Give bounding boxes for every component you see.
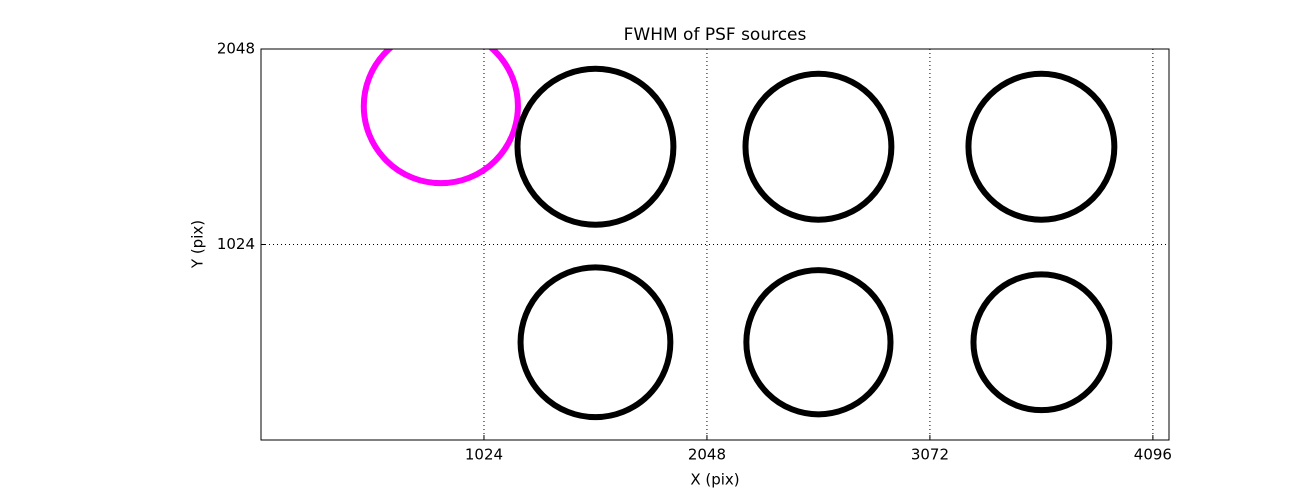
psf-circle — [742, 70, 895, 223]
x-tick-label: 1024 — [465, 446, 503, 464]
y-axis-label: Y (pix) — [189, 220, 207, 269]
y-tick-label: 1024 — [217, 235, 255, 253]
psf-circle — [360, 49, 521, 187]
chart-title: FWHM of PSF sources — [624, 25, 807, 45]
psf-circle — [743, 267, 894, 418]
x-axis-label: X (pix) — [690, 471, 739, 489]
psf-circle — [970, 271, 1113, 414]
x-tick-label: 3072 — [911, 446, 949, 464]
psf-circle — [514, 65, 677, 228]
y-tick-label: 2048 — [217, 40, 255, 58]
x-tick-label: 2048 — [688, 446, 726, 464]
psf-circle — [517, 264, 674, 421]
x-tick-label: 4096 — [1134, 446, 1172, 464]
points — [360, 49, 1118, 421]
grid — [261, 48, 1169, 440]
psf-circle — [965, 70, 1118, 223]
